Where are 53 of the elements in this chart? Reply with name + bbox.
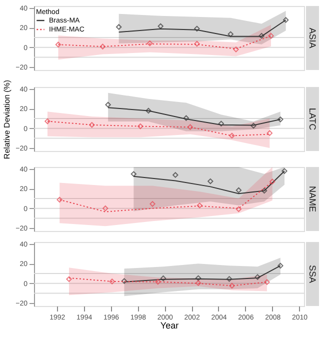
point [155, 278, 161, 285]
point [121, 278, 128, 284]
point [56, 196, 62, 203]
text: NAME [308, 186, 318, 212]
point [278, 262, 284, 269]
x-axis-title: Year [160, 320, 179, 330]
point [233, 46, 239, 52]
point [195, 275, 202, 281]
point [264, 279, 270, 285]
point [258, 32, 264, 39]
point [146, 108, 152, 114]
point [266, 130, 273, 136]
point [194, 40, 200, 47]
text: LATC [308, 108, 318, 131]
point [138, 123, 144, 130]
point [172, 172, 178, 178]
point [226, 276, 232, 282]
point [208, 178, 214, 184]
point [105, 102, 111, 108]
point [130, 171, 136, 177]
point [183, 115, 190, 121]
point [116, 24, 122, 30]
point [228, 31, 234, 38]
point [160, 275, 166, 282]
point [218, 120, 224, 126]
point [146, 40, 153, 46]
point [261, 188, 268, 194]
text: ASIA [308, 28, 318, 48]
point [150, 201, 156, 207]
point [282, 17, 289, 23]
point [278, 116, 284, 122]
point [229, 282, 235, 289]
point [195, 280, 202, 286]
y-axis-title: Relative Deviation (%) [2, 80, 12, 160]
point [229, 132, 235, 139]
point [55, 42, 62, 48]
point [268, 32, 274, 39]
point [89, 122, 95, 128]
point [236, 187, 242, 194]
point [270, 178, 276, 184]
point [282, 168, 288, 174]
point [66, 276, 72, 282]
point [250, 122, 256, 129]
point [44, 118, 50, 124]
text: SSA [308, 264, 318, 284]
point [187, 124, 194, 130]
point [100, 44, 106, 50]
point [196, 202, 202, 208]
point [194, 26, 200, 32]
point [254, 274, 260, 280]
point [236, 206, 242, 212]
point [109, 278, 115, 284]
point [102, 206, 108, 212]
